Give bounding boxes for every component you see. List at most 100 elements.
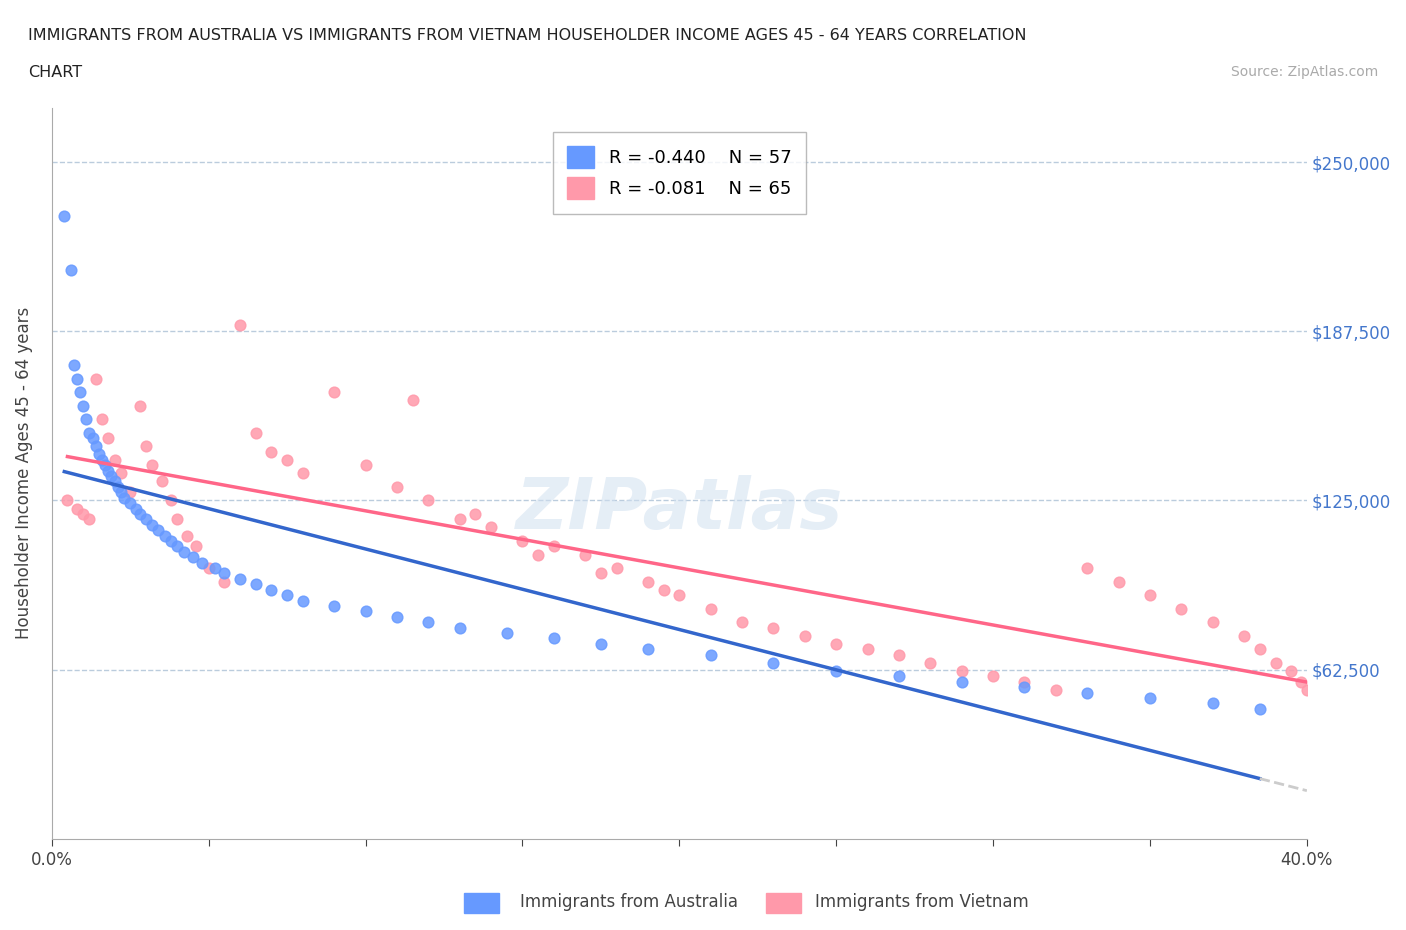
Point (323, 385, 346, 400)
Point (1233, 629, 1256, 644)
Point (79, 512, 101, 526)
Point (1108, 574, 1130, 589)
Point (731, 615, 754, 630)
Point (1076, 561, 1098, 576)
Point (495, 626, 517, 641)
Point (160, 534, 183, 549)
Point (103, 452, 125, 467)
Point (72, 398, 94, 413)
Point (354, 604, 377, 618)
Point (245, 577, 267, 591)
Point (79, 425, 101, 440)
Point (276, 588, 298, 603)
Text: IMMIGRANTS FROM AUSTRALIA VS IMMIGRANTS FROM VIETNAM HOUSEHOLDER INCOME AGES 45 : IMMIGRANTS FROM AUSTRALIA VS IMMIGRANTS … (28, 28, 1026, 43)
Point (56, 493, 79, 508)
Point (762, 620, 785, 635)
Point (449, 512, 471, 526)
Point (1045, 683, 1067, 698)
Y-axis label: Householder Income Ages 45 - 64 years: Householder Income Ages 45 - 64 years (15, 307, 32, 640)
Point (856, 642, 879, 657)
Point (950, 674, 973, 689)
Point (543, 631, 565, 645)
Point (291, 466, 314, 481)
Point (184, 539, 207, 554)
Point (385, 609, 408, 624)
Point (229, 317, 252, 332)
Point (589, 566, 612, 581)
Point (128, 507, 150, 522)
Point (637, 642, 659, 657)
Point (574, 547, 596, 562)
Point (1249, 701, 1271, 716)
Point (150, 474, 173, 489)
Point (176, 528, 198, 543)
Point (699, 647, 721, 662)
Point (527, 547, 550, 562)
Point (1202, 615, 1225, 630)
Point (1264, 656, 1286, 671)
Point (160, 493, 183, 508)
Point (87, 447, 110, 462)
Point (276, 452, 298, 467)
Point (260, 582, 283, 597)
Text: Immigrants from Vietnam: Immigrants from Vietnam (815, 893, 1029, 911)
Point (1249, 642, 1271, 657)
Point (107, 480, 129, 495)
Point (543, 539, 565, 554)
Point (75, 412, 97, 427)
Point (323, 599, 346, 614)
Point (887, 647, 910, 662)
Point (84, 371, 107, 386)
Point (197, 561, 219, 576)
Point (181, 550, 204, 565)
Point (191, 555, 214, 570)
Point (354, 458, 377, 472)
Point (214, 574, 236, 589)
Point (97, 463, 120, 478)
Point (110, 485, 132, 499)
Point (385, 480, 408, 495)
Point (97, 431, 120, 445)
Text: Source: ZipAtlas.com: Source: ZipAtlas.com (1230, 65, 1378, 79)
Point (245, 425, 267, 440)
Point (141, 458, 163, 472)
Point (53, 209, 76, 224)
Point (110, 466, 132, 481)
Point (418, 615, 440, 630)
Point (84, 439, 107, 454)
Point (82, 431, 104, 445)
Point (166, 539, 188, 554)
Point (153, 528, 176, 543)
Point (214, 566, 236, 581)
Legend: R = -0.440    N = 57, R = -0.081    N = 65: R = -0.440 N = 57, R = -0.081 N = 65 (553, 132, 806, 214)
Point (1139, 588, 1161, 603)
Point (128, 398, 150, 413)
Point (69, 385, 91, 400)
Point (1014, 680, 1036, 695)
Point (120, 485, 142, 499)
Point (762, 656, 785, 671)
Point (72, 507, 94, 522)
Point (141, 517, 163, 532)
Point (825, 636, 848, 651)
Point (1139, 691, 1161, 706)
Point (66, 501, 89, 516)
Point (91, 452, 114, 467)
Point (652, 582, 675, 597)
Point (401, 392, 423, 407)
Point (668, 588, 690, 603)
Point (418, 493, 440, 508)
Point (1076, 685, 1098, 700)
Point (1014, 674, 1036, 689)
Point (449, 620, 471, 635)
Point (103, 474, 125, 489)
Point (825, 663, 848, 678)
Point (637, 574, 659, 589)
Text: Immigrants from Australia: Immigrants from Australia (520, 893, 738, 911)
Point (950, 663, 973, 678)
Point (1296, 683, 1319, 698)
Point (464, 507, 486, 522)
Point (291, 593, 314, 608)
Point (112, 490, 135, 505)
Point (981, 669, 1004, 684)
